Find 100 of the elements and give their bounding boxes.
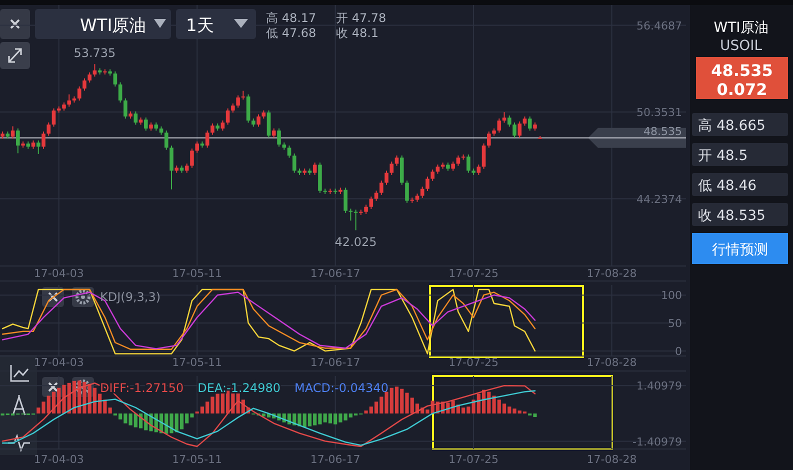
- annotation: 开 47.78: [336, 11, 386, 25]
- x-tick-label: 17-07-25: [448, 267, 499, 280]
- candlestick: [292, 153, 296, 174]
- x-tick-label: 17-06-17: [310, 453, 360, 466]
- text: 高 48.665: [698, 118, 766, 134]
- candlestick: [205, 130, 210, 148]
- candlestick: [52, 108, 56, 128]
- x-tick-label: 17-06-17: [310, 267, 360, 280]
- text: 低 48.46: [698, 178, 757, 194]
- candlestick: [190, 148, 194, 168]
- annotation: 高 48.17: [266, 11, 316, 25]
- x-tick-label: 17-04-03: [34, 267, 84, 280]
- candlestick: [312, 162, 317, 176]
- candlestick: [77, 86, 82, 102]
- candlestick: [426, 176, 430, 192]
- annotation: 42.025: [334, 235, 377, 250]
- x-tick-label: 17-08-28: [586, 453, 637, 466]
- candlestick: [522, 116, 527, 126]
- candlestick: [528, 116, 532, 132]
- candlestick: [430, 169, 434, 182]
- candlestick: [344, 187, 348, 214]
- x-tick-label: 17-05-11: [172, 453, 222, 466]
- candlestick: [272, 128, 276, 138]
- x-tick-label: 17-04-03: [34, 356, 84, 369]
- bar: [108, 408, 112, 414]
- candlestick: [518, 120, 522, 138]
- candlestick: [210, 122, 214, 136]
- y-tick-label: -1.40979: [632, 435, 682, 448]
- candlestick: [170, 145, 174, 190]
- y-tick-label: 0: [675, 344, 682, 358]
- candlestick: [379, 180, 384, 196]
- candlestick: [118, 82, 122, 104]
- candlestick: [364, 204, 368, 214]
- text: USOIL: [720, 38, 762, 54]
- y-tick-label: 1.40979: [636, 380, 682, 393]
- annotation: 53.735: [74, 46, 116, 60]
- candlestick: [476, 164, 481, 176]
- candlestick: [384, 170, 388, 186]
- candlestick: [436, 164, 440, 174]
- candlestick: [456, 155, 460, 166]
- y-tick-label: 56.4687: [636, 19, 682, 32]
- candlestick: [482, 142, 486, 170]
- candlestick: [42, 131, 46, 150]
- text: 收 48.535: [698, 208, 766, 224]
- candlestick: [497, 118, 502, 134]
- x-tick-label: 17-04-03: [34, 453, 84, 466]
- text: 48.535: [711, 61, 773, 80]
- candlestick: [502, 112, 506, 124]
- candlestick: [374, 190, 378, 202]
- candlestick: [354, 209, 358, 231]
- x-tick-label: 17-06-17: [310, 356, 360, 369]
- x-tick-label: 17-05-11: [172, 356, 222, 369]
- candlestick: [134, 110, 138, 126]
- candlestick: [507, 115, 512, 128]
- candlestick: [466, 154, 470, 174]
- candlestick: [67, 94, 72, 108]
- candlestick: [287, 145, 292, 158]
- text: 0.072: [716, 80, 768, 99]
- text: 1天: [186, 16, 214, 36]
- candlestick: [451, 161, 455, 172]
- candlestick: [487, 131, 491, 148]
- candlestick: [277, 128, 281, 148]
- x-tick-label: 17-07-25: [448, 453, 499, 466]
- candlestick: [36, 140, 40, 154]
- candlestick: [348, 208, 353, 222]
- annotation: 低 47.68: [266, 26, 316, 40]
- candlestick: [512, 122, 516, 138]
- candlestick: [236, 94, 240, 108]
- candlestick: [420, 186, 424, 198]
- text: 行情预测: [712, 242, 768, 258]
- x-tick-label: 17-07-25: [448, 356, 499, 369]
- candlestick: [10, 126, 15, 140]
- candlestick: [394, 155, 399, 166]
- candlestick: [113, 70, 118, 88]
- candlestick: [369, 196, 374, 210]
- ref-line-label: 48.535: [644, 124, 682, 138]
- annotation: MACD:-0.04340: [294, 381, 388, 395]
- candlestick: [220, 120, 225, 132]
- text: 开 48.5: [698, 148, 748, 164]
- series-label: DEA:-1.24980: [198, 381, 280, 395]
- text: WTI原油: [80, 16, 146, 36]
- candlestick: [88, 72, 92, 84]
- candlestick: [184, 163, 189, 174]
- y-tick-label: 50: [668, 317, 682, 330]
- candlestick: [144, 116, 148, 132]
- x-tick-label: 17-08-28: [586, 356, 637, 369]
- chart-title: KDJ(9,3,3): [100, 290, 161, 304]
- x-tick-label: 17-08-28: [586, 267, 637, 280]
- candlestick: [16, 128, 20, 154]
- candlestick: [266, 110, 271, 138]
- y-tick-label: 50.3531: [636, 106, 682, 120]
- candlestick: [82, 78, 86, 92]
- candlestick: [256, 114, 260, 128]
- y-tick-label: 44.2374: [636, 192, 682, 206]
- candlestick: [164, 130, 168, 150]
- candlestick: [390, 161, 394, 176]
- y-tick-label: 100: [661, 289, 682, 302]
- candlestick: [46, 122, 51, 136]
- candlestick: [226, 108, 230, 126]
- candlestick: [124, 98, 128, 120]
